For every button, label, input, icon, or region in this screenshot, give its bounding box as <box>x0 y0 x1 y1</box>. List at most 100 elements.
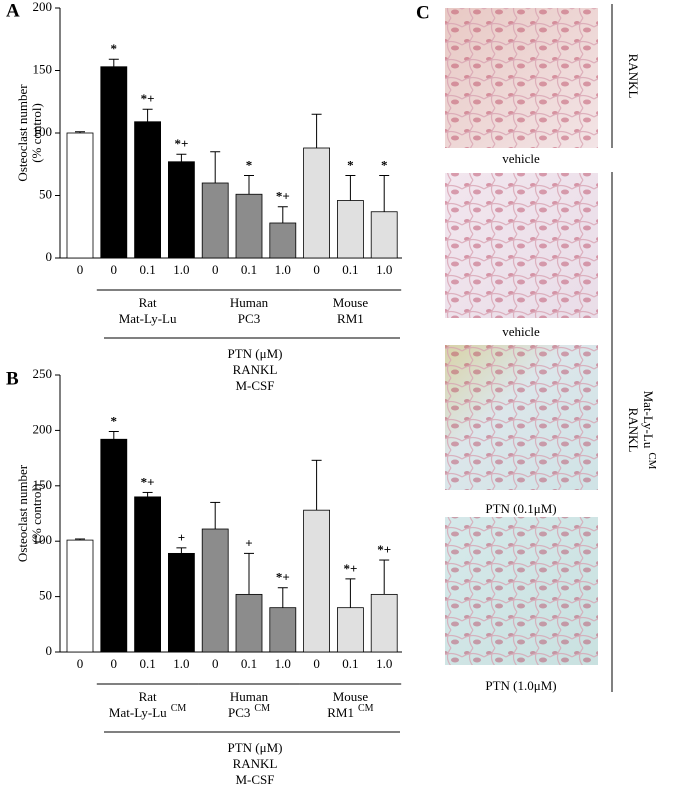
x-tick-label: 1.0 <box>275 262 291 277</box>
x-tick-label: 0 <box>313 262 320 277</box>
x-tick-label: 0.1 <box>342 656 358 671</box>
group-label-text: Mouse <box>333 295 369 310</box>
y-axis-title: Osteoclast number <box>15 84 30 182</box>
bar <box>303 147 331 259</box>
footer-label: RANKL <box>233 362 278 377</box>
group-label: Mouse <box>333 689 369 704</box>
group-label: Human <box>230 295 269 310</box>
footer-label: PTN (μM) <box>228 740 283 755</box>
x-tick-label: 0 <box>212 262 219 277</box>
group-label-text: Human <box>230 689 269 704</box>
x-tick-label: 1.0 <box>376 656 392 671</box>
bar <box>303 509 331 653</box>
significance-marker: *+ <box>377 542 391 557</box>
group-label: RM1 <box>337 311 364 326</box>
micrograph-cells <box>445 173 598 318</box>
bracket-label: Mat-Ly-Lu CM <box>641 391 658 470</box>
y-tick-label: 50 <box>39 186 52 201</box>
significance-marker: + <box>245 535 252 550</box>
bar <box>235 193 263 259</box>
group-label-text: Mat-Ly-Lu <box>109 705 167 720</box>
group-label: RM1 CM <box>327 703 373 720</box>
significance-marker: *+ <box>276 189 290 204</box>
panel-label: A <box>6 0 20 21</box>
group-label: PC3 <box>238 311 260 326</box>
footer-label: RANKL <box>233 756 278 771</box>
x-tick-label: 0.1 <box>139 262 155 277</box>
y-axis-title: (% control) <box>29 484 44 544</box>
x-tick-label: 0.1 <box>139 656 155 671</box>
significance-marker: *+ <box>141 474 155 489</box>
y-tick-label: 200 <box>33 0 53 14</box>
x-tick-label: 1.0 <box>173 262 189 277</box>
group-label: Rat <box>139 295 157 310</box>
significance-marker: * <box>347 157 354 172</box>
x-tick-label: 0 <box>77 656 84 671</box>
bar <box>370 593 398 653</box>
significance-marker: * <box>111 413 118 428</box>
x-tick-label: 1.0 <box>376 262 392 277</box>
group-label-text: Mouse <box>333 689 369 704</box>
significance-marker: *+ <box>141 91 155 106</box>
bar <box>100 438 128 653</box>
bar <box>66 132 94 259</box>
x-tick-label: 0 <box>313 656 320 671</box>
bar <box>167 552 195 653</box>
bracket-label: RANKL <box>626 408 641 453</box>
superscript: CM <box>646 452 658 469</box>
significance-marker: * <box>246 157 253 172</box>
bracket-label-text: Mat-Ly-Lu <box>641 391 656 449</box>
bracket-label-text: RANKL <box>626 408 641 453</box>
image-caption: PTN (1.0μM) <box>485 678 556 693</box>
bar <box>336 200 364 259</box>
footer-label: PTN (μM) <box>228 346 283 361</box>
superscript: CM <box>254 703 270 714</box>
y-tick-label: 50 <box>39 588 52 603</box>
x-tick-label: 1.0 <box>275 656 291 671</box>
y-axis-title: Osteoclast number <box>15 464 30 562</box>
group-label-text: Rat <box>139 689 157 704</box>
group-label-text: Mat-Ly-Lu <box>119 311 177 326</box>
bar <box>134 496 162 653</box>
x-tick-label: 0 <box>77 262 84 277</box>
group-label-text: PC3 <box>228 705 250 720</box>
significance-marker: *+ <box>343 561 357 576</box>
group-label: PC3 CM <box>228 703 270 720</box>
bar <box>336 607 364 653</box>
x-tick-label: 0 <box>111 656 118 671</box>
group-label: Rat <box>139 689 157 704</box>
image-caption: vehicle <box>502 151 540 166</box>
bar <box>167 161 195 259</box>
y-axis-title: (% control) <box>29 103 44 163</box>
x-tick-label: 1.0 <box>173 656 189 671</box>
x-tick-label: 0.1 <box>241 656 257 671</box>
y-tick-label: 0 <box>46 249 53 264</box>
bar <box>269 607 297 653</box>
group-label-text: RM1 <box>337 311 364 326</box>
y-tick-label: 250 <box>33 366 53 381</box>
x-tick-label: 0.1 <box>342 262 358 277</box>
group-label-text: Human <box>230 295 269 310</box>
micrograph-cells <box>445 345 598 490</box>
micrograph-cells <box>445 517 598 665</box>
y-tick-label: 150 <box>33 477 53 492</box>
footer-label: M-CSF <box>235 772 274 787</box>
y-tick-label: 200 <box>33 421 53 436</box>
bar <box>66 539 94 653</box>
x-tick-label: 0 <box>212 656 219 671</box>
significance-marker: + <box>178 530 185 545</box>
image-caption: vehicle <box>502 324 540 339</box>
group-label: Mat-Ly-Lu <box>119 311 177 326</box>
superscript: CM <box>358 703 374 714</box>
y-tick-label: 100 <box>33 532 53 547</box>
y-tick-label: 150 <box>33 61 53 76</box>
micrograph-cells <box>445 8 598 148</box>
bracket-label-text: RANKL <box>626 54 641 99</box>
group-label-text: Rat <box>139 295 157 310</box>
significance-marker: * <box>381 157 388 172</box>
y-tick-label: 100 <box>33 124 53 139</box>
superscript: CM <box>171 703 187 714</box>
bar <box>100 66 128 259</box>
bar <box>235 593 263 653</box>
bar <box>370 211 398 259</box>
